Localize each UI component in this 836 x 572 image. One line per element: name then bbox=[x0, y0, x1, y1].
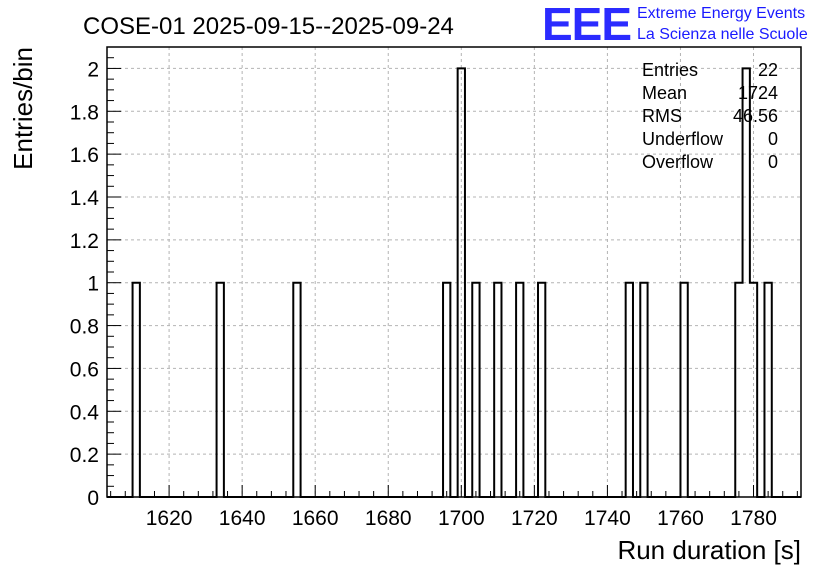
y-tick-label: 1.2 bbox=[70, 230, 99, 253]
y-tick-label: 0 bbox=[87, 487, 99, 510]
histogram-bin bbox=[293, 283, 300, 497]
x-tick-label: 1760 bbox=[657, 507, 704, 530]
y-tick-label: 0.4 bbox=[70, 401, 100, 424]
logo-mark: EEE bbox=[542, 0, 631, 50]
histogram-bin bbox=[640, 283, 647, 497]
stats-label-overflow: Overflow bbox=[642, 152, 714, 172]
y-axis-title: Entries/bin bbox=[8, 47, 38, 170]
x-tick-label: 1740 bbox=[584, 507, 631, 530]
histogram-bin bbox=[472, 283, 479, 497]
x-axis-title: Run duration [s] bbox=[617, 535, 801, 565]
stats-value-underflow: 0 bbox=[768, 129, 778, 149]
stats-box: Entries 22 Mean 1724 RMS 46.56 Underflow… bbox=[642, 60, 778, 172]
histogram-bin bbox=[443, 283, 450, 497]
x-tick-label: 1640 bbox=[219, 507, 266, 530]
histogram-bin bbox=[516, 283, 523, 497]
histogram-bin bbox=[494, 283, 501, 497]
stats-label-entries: Entries bbox=[642, 60, 698, 80]
y-tick-label: 1 bbox=[87, 273, 99, 296]
x-tick-label: 1700 bbox=[438, 507, 485, 530]
histogram-bin bbox=[626, 283, 633, 497]
stats-value-overflow: 0 bbox=[768, 152, 778, 172]
logo-line-1: Extreme Energy Events bbox=[637, 5, 805, 22]
stats-value-mean: 1724 bbox=[738, 83, 778, 103]
y-tick-label: 0.8 bbox=[70, 316, 99, 339]
logo-line-2: La Scienza nelle Scuole bbox=[637, 26, 808, 43]
histogram-outline bbox=[107, 67, 801, 498]
y-tick-label: 2 bbox=[87, 58, 99, 81]
x-tick-label: 1680 bbox=[365, 507, 412, 530]
y-tick-label: 0.6 bbox=[70, 358, 99, 381]
stats-label-rms: RMS bbox=[642, 106, 682, 126]
x-tick-label: 1660 bbox=[292, 507, 339, 530]
y-tick-label: 0.2 bbox=[70, 444, 99, 467]
x-tick-label: 1720 bbox=[511, 507, 558, 530]
histogram-bin bbox=[680, 283, 687, 497]
eee-logo: EEE Extreme Energy Events La Scienza nel… bbox=[542, 0, 808, 50]
chart-title: COSE-01 2025-09-15--2025-09-24 bbox=[83, 13, 454, 40]
histogram-bin bbox=[217, 283, 224, 497]
stats-label-underflow: Underflow bbox=[642, 129, 724, 149]
y-tick-label: 1.4 bbox=[70, 187, 100, 210]
histogram-bin bbox=[133, 283, 140, 497]
plot-frame bbox=[106, 46, 802, 498]
axis-ticks bbox=[107, 57, 798, 498]
x-tick-labels: 1620 1640 1660 1680 1700 1720 1740 1760 1780 bbox=[146, 507, 777, 530]
histogram-bin bbox=[735, 283, 742, 497]
x-tick-label: 1780 bbox=[730, 507, 777, 530]
grid bbox=[107, 47, 801, 497]
histogram-bin bbox=[764, 283, 771, 497]
stats-value-entries: 22 bbox=[758, 60, 778, 80]
x-tick-label: 1620 bbox=[146, 507, 193, 530]
y-tick-label: 1.6 bbox=[70, 144, 99, 167]
stats-label-mean: Mean bbox=[642, 83, 687, 103]
stats-value-rms: 46.56 bbox=[733, 106, 778, 126]
y-tick-labels: 0 0.2 0.4 0.6 0.8 1 1.2 1.4 1.6 1.8 2 bbox=[70, 58, 100, 510]
y-tick-label: 1.8 bbox=[70, 101, 99, 124]
histogram-bin bbox=[538, 283, 545, 497]
